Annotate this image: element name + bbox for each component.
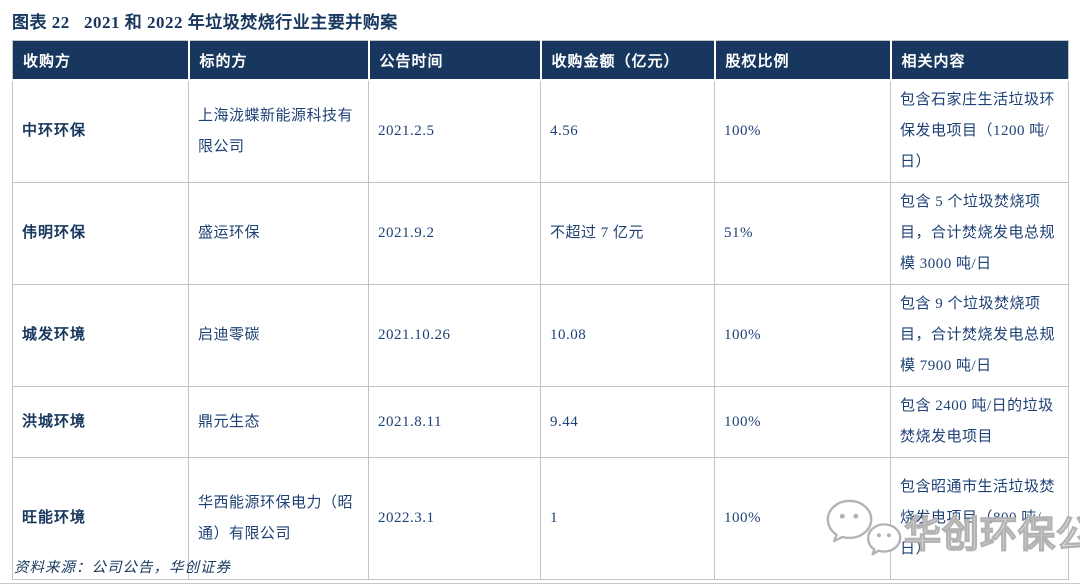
source-note: 资料来源：公司公告，华创证券 [14, 560, 231, 576]
cell-detail: 包含昭通市生活垃圾焚烧发电项目（800 吨/日） [890, 457, 1069, 580]
cell-acquirer: 洪城环境 [12, 386, 189, 458]
cell-date: 2021.8.11 [368, 386, 541, 458]
table-row: 城发环境 启迪零碳 2021.10.26 10.08 100% 包含 9 个垃圾… [12, 284, 1069, 387]
mna-table: 收购方 标的方 公告时间 收购金额（亿元） 股权比例 相关内容 中环环保 上海泷… [12, 40, 1069, 580]
cell-acquirer: 伟明环保 [12, 182, 189, 285]
cell-amount: 9.44 [540, 386, 715, 458]
header-related-content: 相关内容 [890, 40, 1069, 81]
cell-equity: 100% [714, 79, 891, 183]
table-row: 伟明环保 盛运环保 2021.9.2 不超过 7 亿元 51% 包含 5 个垃圾… [12, 182, 1069, 285]
watermark-label: 华创环保公用 [903, 513, 1080, 555]
cell-amount: 10.08 [540, 284, 715, 387]
figure-title: 图表 22 2021 和 2022 年垃圾焚烧行业主要并购案 [12, 13, 398, 32]
cell-target: 上海泷蝶新能源科技有限公司 [188, 79, 369, 183]
cell-target: 华西能源环保电力（昭通）有限公司 [188, 457, 369, 580]
cell-amount: 4.56 [540, 79, 715, 183]
table-row: 洪城环境 鼎元生态 2021.8.11 9.44 100% 包含 2400 吨/… [12, 386, 1069, 458]
cell-target: 启迪零碳 [188, 284, 369, 387]
cell-equity: 51% [714, 182, 891, 285]
cell-acquirer: 旺能环境 [12, 457, 189, 580]
cell-detail: 包含石家庄生活垃圾环保发电项目（1200 吨/日） [890, 79, 1069, 183]
cell-date: 2022.3.1 [368, 457, 541, 580]
cell-detail: 包含 9 个垃圾焚烧项目，合计焚烧发电总规模 7900 吨/日 [890, 284, 1069, 387]
cell-date: 2021.2.5 [368, 79, 541, 183]
cell-acquirer: 中环环保 [12, 79, 189, 183]
bottom-divider [0, 583, 1080, 584]
cell-target: 盛运环保 [188, 182, 369, 285]
cell-detail: 包含 5 个垃圾焚烧项目，合计焚烧发电总规模 3000 吨/日 [890, 182, 1069, 285]
cell-date: 2021.9.2 [368, 182, 541, 285]
cell-amount: 不超过 7 亿元 [540, 182, 715, 285]
header-equity-ratio: 股权比例 [714, 40, 892, 81]
header-announcement-date: 公告时间 [368, 40, 542, 81]
cell-acquirer: 城发环境 [12, 284, 189, 387]
cell-equity: 100% [714, 386, 891, 458]
header-acquirer: 收购方 [12, 40, 190, 81]
table-header-row: 收购方 标的方 公告时间 收购金额（亿元） 股权比例 相关内容 [12, 40, 1069, 81]
cell-target: 鼎元生态 [188, 386, 369, 458]
watermark: 华创环保公用 [826, 498, 1080, 563]
table-row: 旺能环境 华西能源环保电力（昭通）有限公司 2022.3.1 1 100% 包含… [12, 457, 1069, 580]
wechat-icon [826, 498, 902, 563]
cell-equity: 100% [714, 284, 891, 387]
cell-detail: 包含 2400 吨/日的垃圾焚烧发电项目 [890, 386, 1069, 458]
cell-amount: 1 [540, 457, 715, 580]
header-target: 标的方 [188, 40, 370, 81]
header-amount: 收购金额（亿元） [540, 40, 716, 81]
cell-date: 2021.10.26 [368, 284, 541, 387]
table-row: 中环环保 上海泷蝶新能源科技有限公司 2021.2.5 4.56 100% 包含… [12, 79, 1069, 183]
